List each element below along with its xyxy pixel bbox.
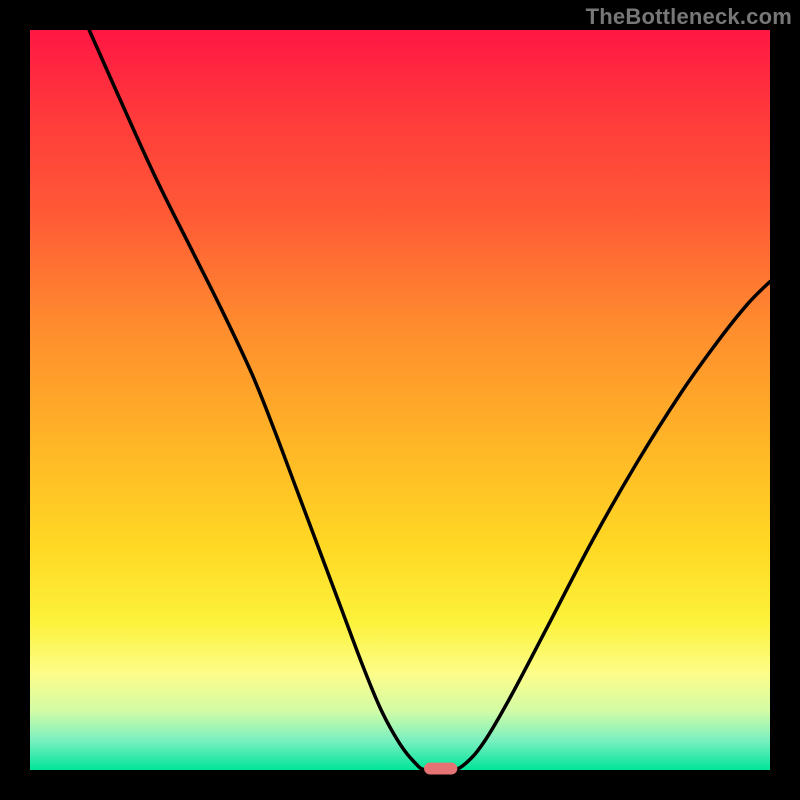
gradient-background [30,30,770,770]
optimal-marker [424,763,457,775]
watermark-text: TheBottleneck.com [586,4,792,30]
bottleneck-chart [0,0,800,800]
